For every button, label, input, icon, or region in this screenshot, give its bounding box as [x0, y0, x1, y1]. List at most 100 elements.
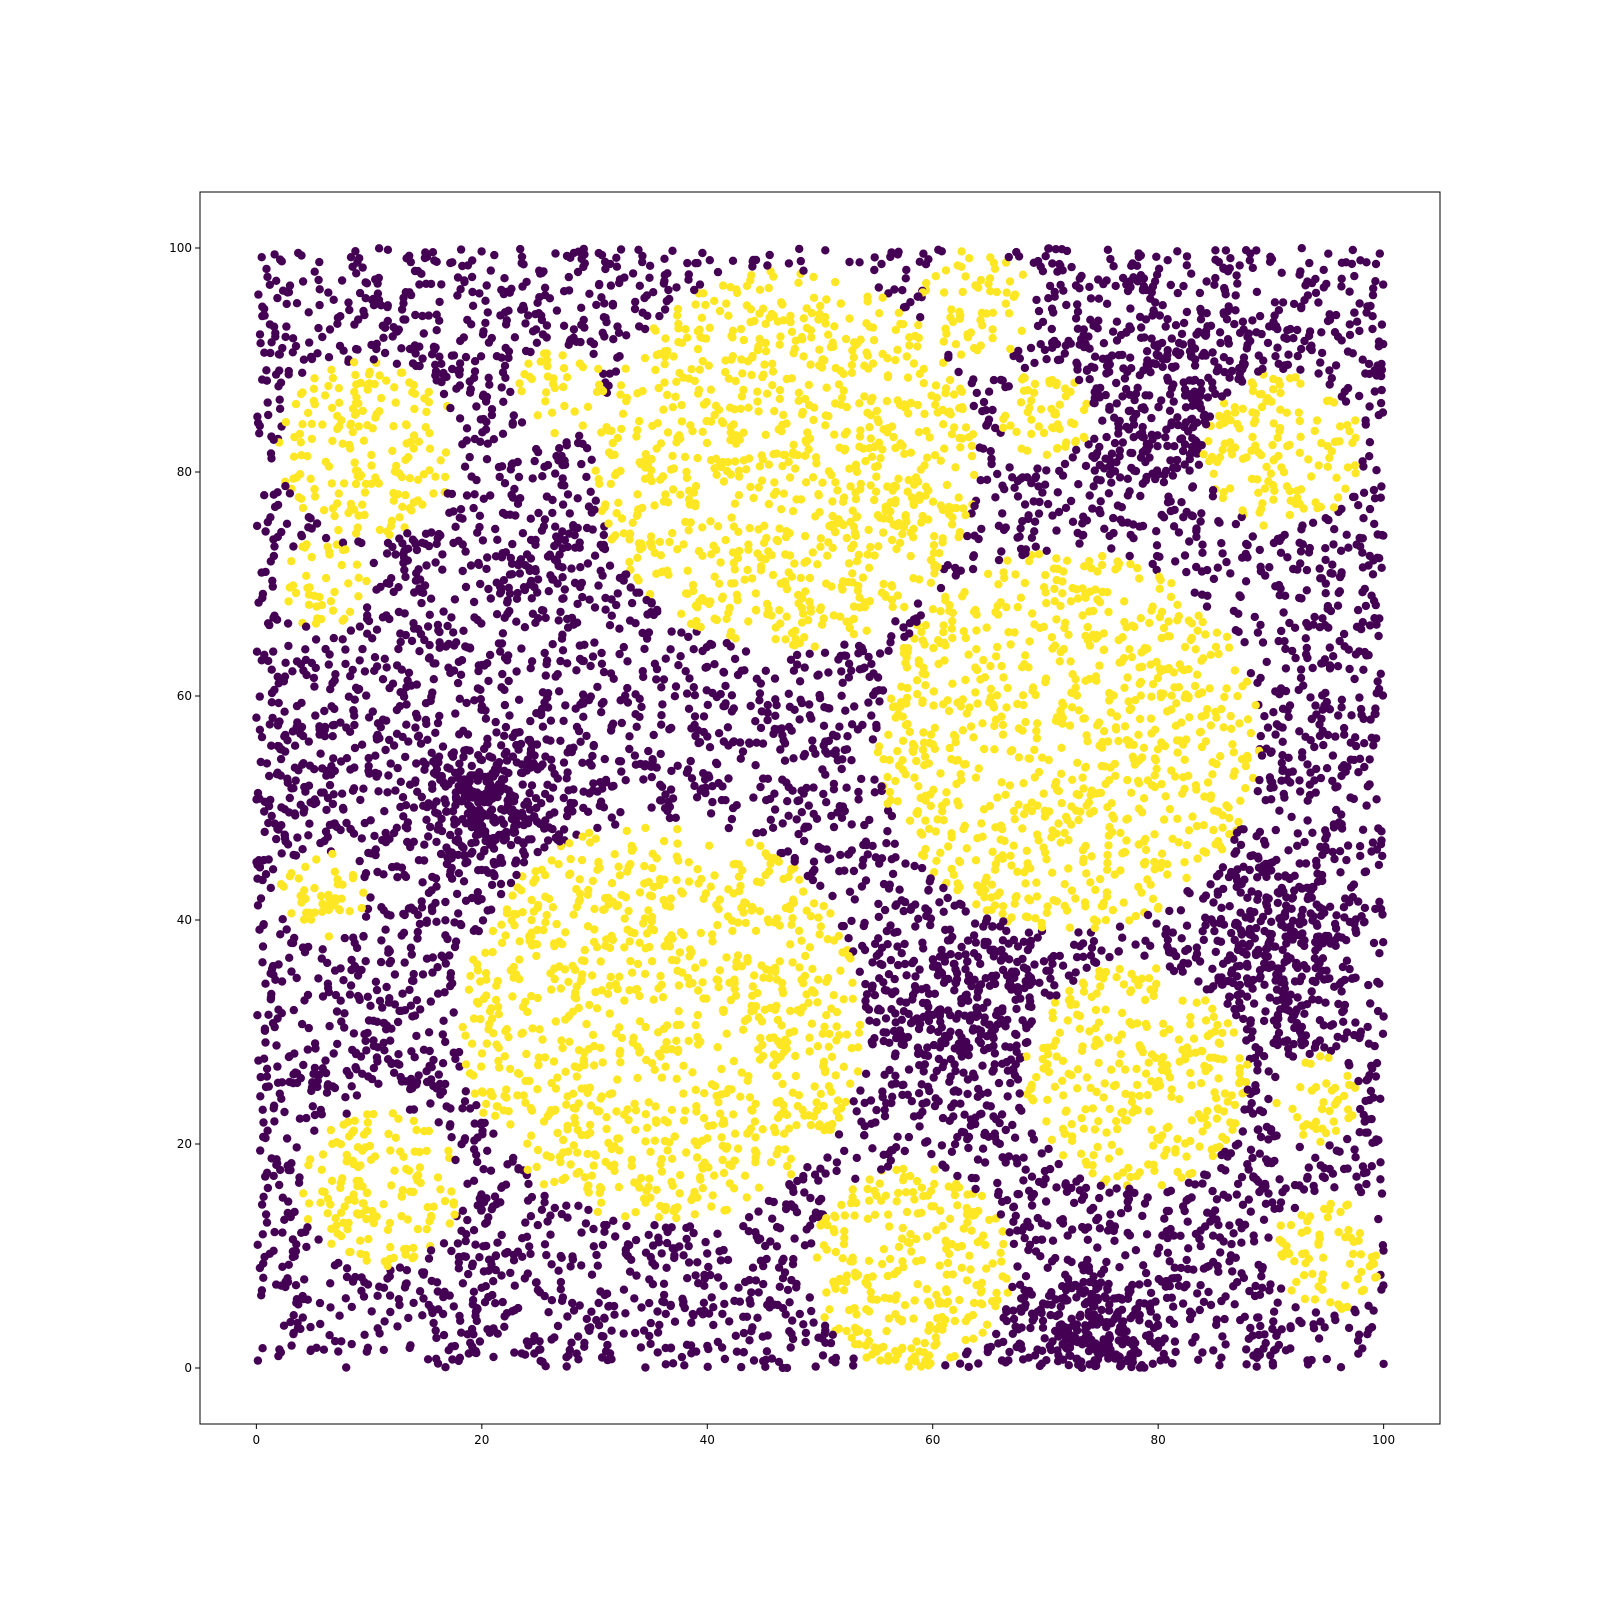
scatter-point [1120, 597, 1129, 606]
scatter-point [816, 1089, 825, 1099]
scatter-point [547, 1296, 557, 1305]
scatter-point [931, 381, 941, 390]
scatter-point [795, 1309, 804, 1319]
scatter-point [646, 1339, 655, 1349]
scatter-point [845, 314, 854, 323]
scatter-point [1139, 794, 1149, 803]
scatter-point [280, 707, 289, 716]
scatter-point [704, 361, 713, 370]
scatter-point [1041, 252, 1050, 261]
scatter-point [978, 1144, 988, 1153]
scatter-point [808, 964, 817, 974]
scatter-point [668, 485, 678, 494]
scatter-point [776, 298, 786, 307]
scatter-point [614, 498, 623, 507]
scatter-point [1099, 339, 1109, 348]
scatter-point [559, 321, 569, 330]
scatter-point [433, 963, 442, 972]
scatter-point [895, 885, 904, 894]
scatter-point [507, 570, 517, 579]
scatter-point [806, 1120, 816, 1130]
scatter-point [259, 1273, 268, 1283]
scatter-point [597, 648, 606, 658]
scatter-point [526, 664, 535, 673]
scatter-point [850, 1268, 860, 1277]
scatter-point [548, 508, 557, 518]
scatter-point [1013, 987, 1023, 996]
scatter-point [283, 619, 293, 628]
scatter-point [874, 542, 883, 551]
scatter-point [1115, 658, 1124, 667]
scatter-point [304, 831, 313, 840]
scatter-point [1305, 258, 1314, 268]
scatter-point [760, 360, 769, 369]
scatter-point [1329, 652, 1338, 661]
scatter-point [1356, 851, 1365, 861]
scatter-point [631, 1208, 640, 1217]
scatter-point [366, 1001, 375, 1010]
scatter-point [542, 1250, 551, 1260]
scatter-point [847, 820, 856, 829]
scatter-point [907, 399, 916, 408]
scatter-point [724, 774, 733, 783]
scatter-point [330, 867, 340, 876]
scatter-point [400, 958, 409, 967]
scatter-point [887, 581, 896, 590]
scatter-point [993, 793, 1002, 802]
scatter-point [1255, 311, 1265, 321]
scatter-point [328, 721, 337, 730]
scatter-point [1212, 628, 1222, 637]
scatter-point [824, 668, 833, 677]
scatter-point [1232, 1011, 1241, 1020]
scatter-point [677, 400, 686, 410]
scatter-point [594, 474, 603, 484]
scatter-point [1275, 380, 1285, 389]
scatter-point [318, 945, 327, 954]
scatter-point [1372, 795, 1381, 804]
scatter-point [468, 301, 478, 310]
scatter-point [634, 245, 643, 254]
scatter-point [509, 973, 518, 982]
scatter-point [828, 891, 837, 901]
scatter-point [292, 1295, 302, 1304]
scatter-point [1006, 421, 1015, 430]
scatter-point [491, 524, 500, 534]
scatter-point [1252, 923, 1261, 933]
scatter-point [1259, 521, 1268, 530]
scatter-point [272, 1041, 281, 1050]
scatter-point [718, 1309, 727, 1319]
scatter-point [327, 479, 336, 488]
scatter-point [418, 1311, 427, 1320]
scatter-point [900, 959, 910, 969]
scatter-point [863, 550, 872, 559]
scatter-point [550, 1177, 559, 1187]
scatter-point [1171, 1347, 1180, 1357]
scatter-point [950, 1316, 960, 1326]
scatter-point [1099, 645, 1108, 655]
scatter-point [640, 861, 649, 871]
scatter-point [675, 368, 684, 378]
scatter-point [901, 859, 910, 868]
scatter-point [613, 589, 622, 598]
scatter-point [1089, 606, 1098, 616]
scatter-point [1199, 1297, 1209, 1307]
scatter-point [710, 296, 719, 306]
scatter-point [264, 1010, 273, 1019]
scatter-point [262, 366, 271, 375]
scatter-point [1143, 1090, 1152, 1100]
scatter-point [891, 1355, 900, 1364]
scatter-point [500, 731, 509, 740]
scatter-point [997, 661, 1006, 671]
scatter-point [665, 537, 674, 547]
scatter-point [1319, 1021, 1329, 1030]
scatter-point [790, 1234, 799, 1243]
scatter-point [700, 1281, 709, 1291]
scatter-point [506, 1120, 515, 1129]
scatter-point [1042, 546, 1051, 555]
scatter-point [435, 297, 444, 307]
scatter-point [589, 1224, 598, 1234]
scatter-point [1032, 726, 1041, 736]
scatter-point [616, 245, 626, 254]
scatter-point [303, 1045, 312, 1054]
scatter-point [1269, 495, 1278, 504]
